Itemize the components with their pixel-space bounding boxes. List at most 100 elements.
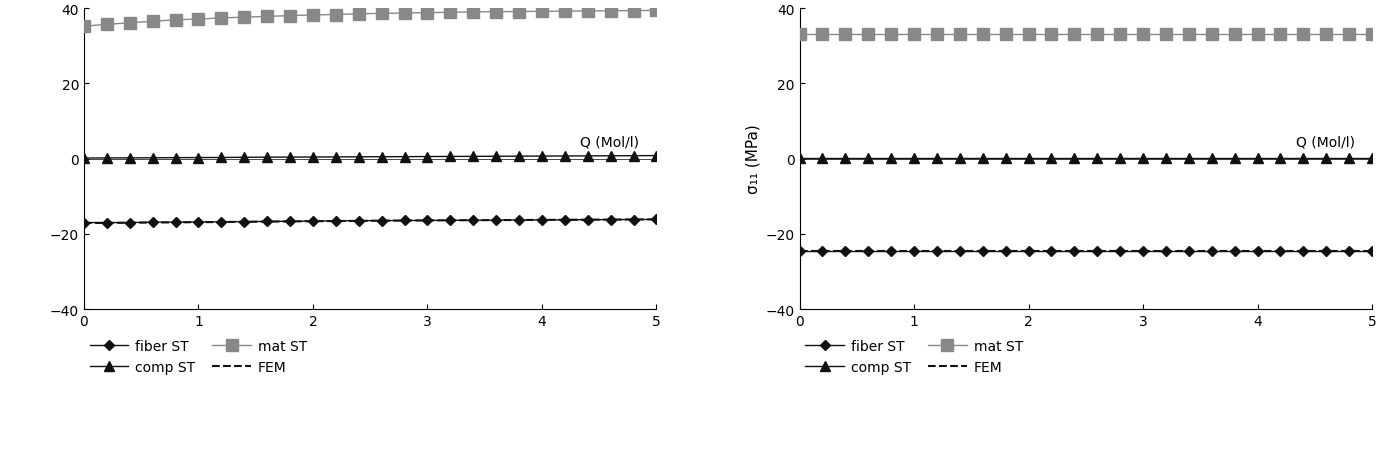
mat ST (1112, 33, 1128, 38)
FEM (122, 221, 139, 226)
fiber ST (837, 248, 854, 254)
FEM (1065, 249, 1082, 254)
mat ST (1273, 33, 1289, 38)
comp ST (952, 157, 969, 162)
FEM (465, 218, 482, 223)
mat ST (906, 33, 923, 38)
mat ST (374, 12, 391, 17)
FEM (328, 219, 344, 224)
mat ST (259, 15, 276, 20)
FEM (1273, 249, 1289, 254)
comp ST (328, 155, 344, 160)
fiber ST (974, 248, 991, 254)
Line: comp ST: comp ST (80, 152, 661, 163)
FEM (1204, 249, 1221, 254)
comp ST (235, 155, 252, 161)
comp ST (511, 154, 528, 160)
mat ST (396, 11, 413, 17)
FEM (374, 218, 391, 224)
FEM (1158, 249, 1175, 254)
mat ST (167, 18, 183, 24)
FEM (1112, 249, 1128, 254)
fiber ST (1021, 248, 1037, 254)
comp ST (1341, 157, 1358, 162)
fiber ST (1043, 248, 1060, 254)
comp ST (556, 154, 573, 159)
fiber ST (1065, 248, 1082, 254)
fiber ST (122, 220, 139, 226)
FEM (419, 218, 435, 224)
mat ST (122, 21, 139, 26)
Legend: fiber ST, comp ST, mat ST, FEM: fiber ST, comp ST, mat ST, FEM (84, 334, 312, 379)
mat ST (1043, 33, 1060, 38)
comp ST (906, 157, 923, 162)
mat ST (1295, 33, 1312, 38)
FEM (1134, 249, 1151, 254)
comp ST (1226, 157, 1243, 162)
comp ST (997, 157, 1014, 162)
comp ST (648, 153, 665, 159)
FEM (1226, 249, 1243, 254)
FEM (281, 219, 298, 225)
mat ST (974, 33, 991, 38)
comp ST (281, 155, 298, 161)
mat ST (98, 22, 115, 28)
Line: mat ST: mat ST (794, 30, 1378, 41)
comp ST (1134, 157, 1151, 162)
mat ST (997, 33, 1014, 38)
comp ST (1249, 157, 1266, 162)
FEM (533, 217, 550, 223)
comp ST (1089, 157, 1106, 162)
mat ST (952, 33, 969, 38)
fiber ST (626, 217, 643, 223)
fiber ST (1112, 248, 1128, 254)
fiber ST (1226, 248, 1243, 254)
fiber ST (1204, 248, 1221, 254)
comp ST (1273, 157, 1289, 162)
FEM (883, 249, 900, 254)
comp ST (350, 155, 367, 160)
Line: comp ST: comp ST (795, 154, 1376, 164)
fiber ST (791, 248, 808, 254)
comp ST (791, 157, 808, 162)
fiber ST (259, 219, 276, 225)
FEM (648, 217, 665, 222)
mat ST (556, 10, 573, 15)
FEM (167, 220, 183, 226)
comp ST (144, 156, 161, 161)
fiber ST (997, 248, 1014, 254)
mat ST (1134, 33, 1151, 38)
comp ST (374, 155, 391, 160)
fiber ST (602, 217, 619, 223)
FEM (1249, 249, 1266, 254)
comp ST (1021, 157, 1037, 162)
fiber ST (144, 220, 161, 225)
comp ST (1065, 157, 1082, 162)
FEM (511, 218, 528, 223)
comp ST (487, 154, 504, 160)
comp ST (213, 156, 230, 161)
FEM (1317, 249, 1334, 254)
fiber ST (1089, 248, 1106, 254)
fiber ST (374, 218, 391, 224)
fiber ST (235, 219, 252, 225)
FEM (1180, 249, 1197, 254)
mat ST (883, 33, 900, 38)
mat ST (928, 33, 945, 38)
FEM (813, 249, 830, 254)
mat ST (1364, 33, 1380, 38)
comp ST (122, 156, 139, 161)
fiber ST (648, 217, 665, 222)
mat ST (442, 10, 459, 16)
FEM (1043, 249, 1060, 254)
fiber ST (860, 248, 876, 254)
FEM (98, 221, 115, 226)
FEM (556, 217, 573, 223)
FEM (1089, 249, 1106, 254)
FEM (952, 249, 969, 254)
fiber ST (396, 218, 413, 224)
FEM (860, 249, 876, 254)
FEM (235, 220, 252, 225)
FEM (928, 249, 945, 254)
fiber ST (511, 218, 528, 223)
